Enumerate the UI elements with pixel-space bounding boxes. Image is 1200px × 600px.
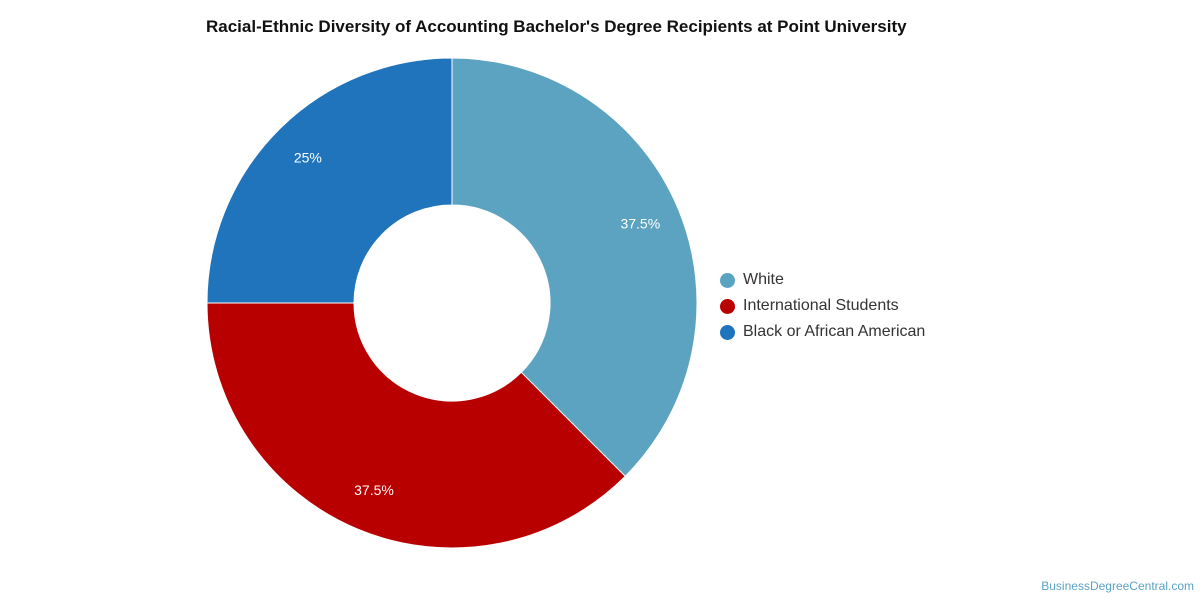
legend: White International Students Black or Af… [720,267,925,345]
legend-label-black-or-african-american: Black or African American [743,323,926,340]
legend-item-white[interactable]: White [720,267,925,293]
legend-label-international-students: International Students [743,297,899,314]
slice-label-international-students: 37.5% [354,482,394,498]
slice-white[interactable] [451,57,698,477]
slice-international-students[interactable] [206,302,626,549]
chart-title: Racial-Ethnic Diversity of Accounting Ba… [206,17,907,36]
slice-black-or-african-american[interactable] [206,57,453,304]
legend-swatch-white [720,272,735,288]
legend-swatch-international-students [720,298,735,314]
legend-swatch-black-or-african-american [720,324,735,340]
legend-label-white: White [743,271,784,288]
legend-item-black-or-african-american[interactable]: Black or African American [720,319,925,345]
legend-item-international-students[interactable]: International Students [720,293,925,319]
slice-label-black-or-african-american: 25% [294,150,322,166]
slice-label-white: 37.5% [620,216,660,232]
site-watermark[interactable]: BusinessDegreeCentral.com [1041,579,1194,593]
